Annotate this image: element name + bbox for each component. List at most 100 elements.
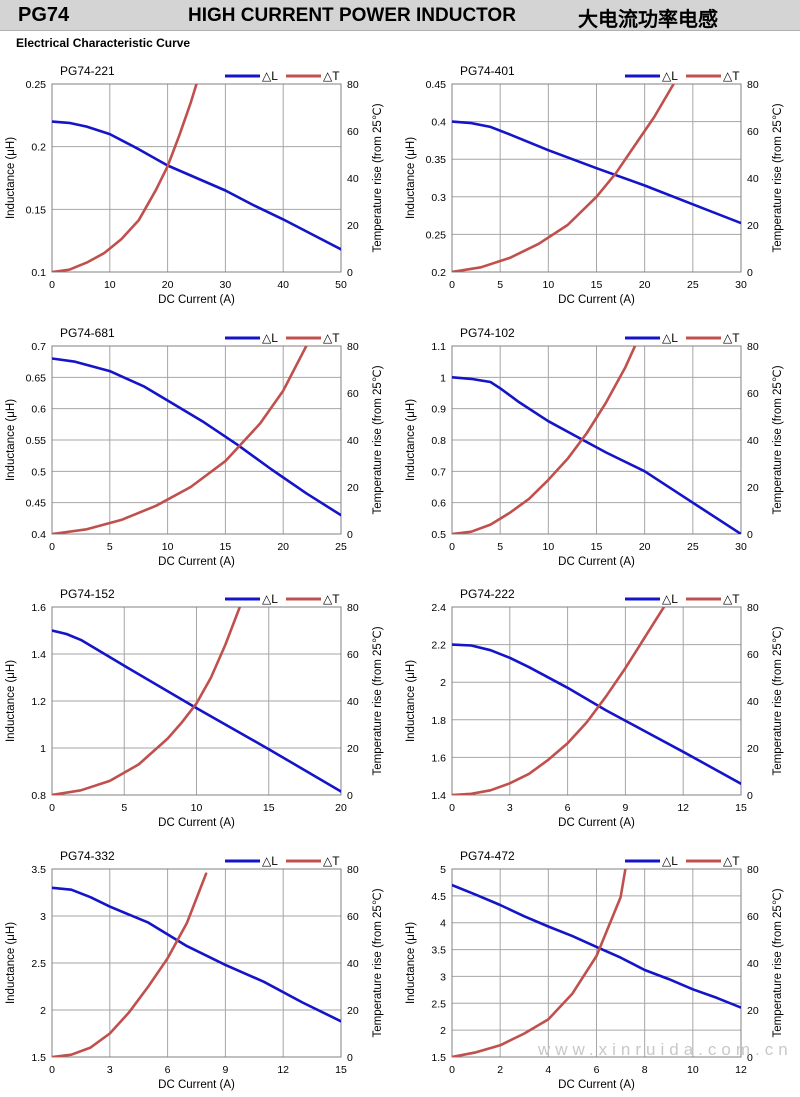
x-tick-label: 0 (49, 279, 55, 291)
x-tick-label: 50 (335, 279, 347, 291)
chart-PG74-102: 0 5 10 15 20 25 30 0.5 0.6 0.7 0.8 0.9 1 1.1 0 20 40 60 80… (405, 326, 784, 568)
x-tick-label: 30 (220, 279, 232, 291)
y2-tick-label: 60 (347, 126, 359, 138)
series-line-temperature (52, 346, 308, 534)
series-line-inductance (52, 120, 341, 251)
y-tick-label: 0.4 (31, 529, 46, 541)
y2-tick-label: 20 (347, 220, 359, 232)
y2-tick-label: 20 (747, 1005, 759, 1017)
x-tick-label: 25 (687, 541, 699, 553)
series-line-inductance (452, 120, 741, 225)
y2-tick-label: 80 (347, 864, 359, 876)
y-tick-label: 1.8 (431, 715, 446, 727)
x-tick-label: 15 (263, 802, 275, 814)
y-tick-label: 0.25 (426, 229, 447, 241)
y-axis-label: Inductance (μH) (5, 137, 17, 219)
x-axis-label: DC Current (A) (558, 294, 635, 306)
y2-tick-label: 80 (747, 864, 759, 876)
y-tick-label: 0.7 (31, 341, 46, 353)
x-tick-label: 9 (622, 802, 628, 814)
y-tick-label: 0.8 (431, 435, 446, 447)
y2-tick-label: 40 (347, 958, 359, 970)
legend-label-inductance: △L (662, 69, 678, 83)
y2-tick-label: 60 (747, 388, 759, 400)
legend-label-temperature: △T (323, 69, 340, 83)
chart-PG74-222: 0 3 6 9 12 15 1.4 1.6 1.8 2 2.2 2.4 0 20 40 60 80 PG74-22… (405, 587, 784, 829)
legend-label-temperature: △T (323, 854, 340, 868)
x-tick-label: 15 (591, 541, 603, 553)
plot-frame (451, 606, 742, 796)
legend-label-inductance: △L (262, 331, 278, 345)
x-tick-label: 20 (162, 279, 174, 291)
y2-tick-label: 20 (347, 743, 359, 755)
y2-tick-label: 60 (347, 911, 359, 923)
y2-tick-label: 80 (747, 602, 759, 614)
x-tick-label: 5 (107, 541, 113, 553)
chart-PG74-401: 0 5 10 15 20 25 30 0.2 0.25 0.3 0.35 0.4 0.45 0 20 40 60… (405, 64, 784, 306)
x-axis-label: DC Current (A) (158, 556, 235, 568)
legend-label-temperature: △T (323, 331, 340, 345)
chart-title: PG74-102 (460, 326, 515, 340)
y2-tick-label: 20 (747, 743, 759, 755)
x-tick-label: 30 (735, 279, 747, 291)
y2-tick-label: 60 (747, 126, 759, 138)
y2-tick-label: 40 (747, 696, 759, 708)
y-tick-label: 1.2 (31, 696, 46, 708)
x-tick-label: 15 (591, 279, 603, 291)
x-tick-label: 0 (49, 802, 55, 814)
y-tick-label: 0.7 (431, 466, 446, 478)
y-tick-label: 2 (440, 677, 446, 689)
y-tick-label: 0.5 (31, 466, 46, 478)
y-tick-label: 1.4 (31, 649, 46, 661)
y2-tick-label: 0 (347, 1052, 353, 1064)
series-line-inductance (52, 629, 341, 793)
y-tick-label: 0.9 (431, 404, 446, 416)
x-tick-label: 3 (107, 1064, 113, 1076)
y-tick-label: 4.5 (431, 891, 446, 903)
series-line-inductance (52, 886, 341, 1023)
y2-tick-label: 40 (347, 435, 359, 447)
series-line-temperature (452, 869, 627, 1057)
x-tick-label: 0 (449, 279, 455, 291)
x-tick-label: 10 (687, 1064, 699, 1076)
y2-tick-label: 60 (347, 388, 359, 400)
y2-tick-label: 60 (747, 911, 759, 923)
x-tick-label: 2 (497, 1064, 503, 1076)
legend-label-inductance: △L (262, 69, 278, 83)
legend-label-temperature: △T (723, 331, 740, 345)
x-tick-label: 20 (639, 279, 651, 291)
y-tick-label: 3.5 (31, 864, 46, 876)
section-title: Electrical Characteristic Curve (16, 36, 191, 50)
y-tick-label: 0.25 (26, 79, 47, 91)
x-tick-label: 0 (49, 541, 55, 553)
y-tick-label: 0.2 (431, 267, 446, 279)
y2-axis-label: Temperature rise (from 25℃) (772, 888, 784, 1037)
y2-axis-label: Temperature rise (from 25℃) (772, 626, 784, 775)
x-tick-label: 9 (222, 1064, 228, 1076)
y-axis-label: Inductance (μH) (405, 922, 417, 1004)
y-tick-label: 0.55 (26, 435, 47, 447)
y-tick-label: 0.6 (31, 404, 46, 416)
x-tick-label: 12 (277, 1064, 289, 1076)
y-tick-label: 2.4 (431, 602, 446, 614)
x-tick-label: 5 (121, 802, 127, 814)
y2-tick-label: 60 (347, 649, 359, 661)
legend-label-temperature: △T (723, 854, 740, 868)
y2-tick-label: 80 (747, 341, 759, 353)
x-tick-label: 3 (507, 802, 513, 814)
legend-label-temperature: △T (323, 592, 340, 606)
series-line-temperature (452, 84, 675, 272)
y2-tick-label: 40 (747, 958, 759, 970)
y2-tick-label: 40 (347, 696, 359, 708)
y-tick-label: 0.2 (31, 142, 46, 154)
x-tick-label: 0 (449, 541, 455, 553)
chart-PG74-472: 0 2 4 6 8 10 12 1.5 2 2.5 3 3.5 4 4.5 5 0 20 40 60 80 PG74-4… (405, 849, 784, 1091)
legend-label-inductance: △L (662, 592, 678, 606)
y2-axis-label: Temperature rise (from 25℃) (372, 103, 384, 252)
legend-label-inductance: △L (262, 854, 278, 868)
x-tick-label: 6 (165, 1064, 171, 1076)
y-tick-label: 0.3 (431, 192, 446, 204)
chart-title: PG74-472 (460, 849, 515, 863)
y2-tick-label: 20 (747, 482, 759, 494)
